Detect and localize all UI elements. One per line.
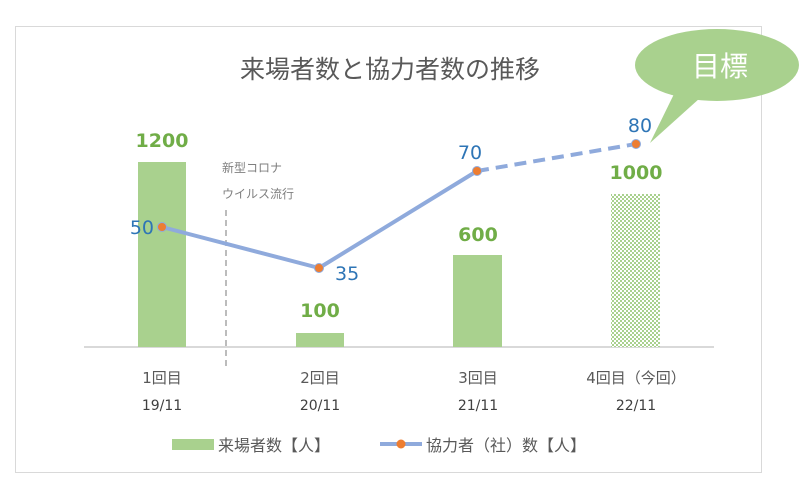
date-label-1: 19/11 <box>142 398 182 414</box>
line-series-solid <box>161 169 479 270</box>
line-label-2: 35 <box>335 263 359 285</box>
line-marker-1 <box>157 222 167 232</box>
line-series-dashed <box>476 142 637 173</box>
bar-2 <box>296 333 344 347</box>
line-label-4: 80 <box>628 115 652 137</box>
bar-3 <box>453 255 502 347</box>
category-label-2: 2回目 <box>300 369 340 387</box>
bar-label-2: 100 <box>300 300 340 322</box>
date-label-4: 22/11 <box>616 398 656 414</box>
legend-line-label: 協力者（社）数【人】 <box>426 436 586 455</box>
bar-label-3: 600 <box>458 224 498 246</box>
bubble-text: 目標 <box>692 50 748 83</box>
legend-line-marker <box>396 439 406 449</box>
line-label-1: 50 <box>130 217 154 239</box>
date-label-2: 20/11 <box>300 398 340 414</box>
line-marker-3 <box>472 166 482 176</box>
date-label-3: 21/11 <box>458 398 498 414</box>
bar-label-1: 1200 <box>136 130 189 152</box>
target-speech-bubble: 目標 <box>635 29 799 143</box>
category-label-1: 1回目 <box>142 369 182 387</box>
category-label-3: 3回目 <box>458 369 498 387</box>
legend-bar-label: 来場者数【人】 <box>218 436 330 455</box>
line-marker-4 <box>631 139 641 149</box>
line-marker-2 <box>314 263 324 273</box>
bar-4-target <box>611 194 660 347</box>
annotation-line2: ウイルス流行 <box>222 187 294 201</box>
legend-bar-swatch <box>172 439 214 450</box>
annotation-line1: 新型コロナ <box>222 160 282 175</box>
chart-title: 来場者数と協力者数の推移 <box>240 55 540 84</box>
bar-label-4: 1000 <box>610 162 663 184</box>
line-label-3: 70 <box>458 142 482 164</box>
category-label-4: 4回目（今回） <box>586 369 686 387</box>
bar-1 <box>138 162 186 347</box>
